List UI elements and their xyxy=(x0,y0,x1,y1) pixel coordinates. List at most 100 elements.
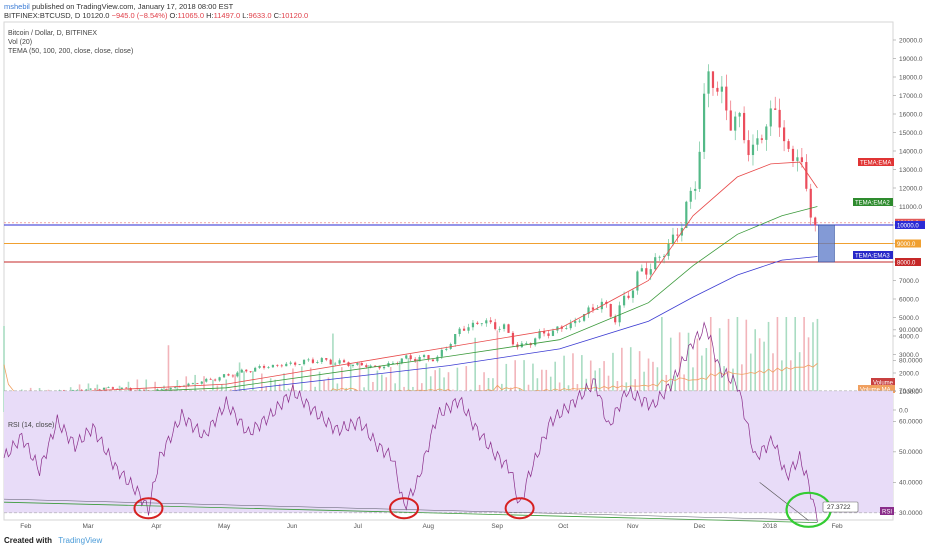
candle-body xyxy=(538,331,541,339)
volume-bar xyxy=(714,358,716,412)
rsi-support-line xyxy=(3,498,818,521)
x-tick-label: May xyxy=(218,523,231,530)
candle-body xyxy=(365,365,368,367)
price-tick-label: 15000.0 xyxy=(899,130,923,137)
quote-line: BITFINEX:BTCUSD, D 10120.0 −945.0 (−8.54… xyxy=(4,11,308,20)
candle-body xyxy=(174,386,177,388)
volume-bar xyxy=(389,366,392,412)
candle-body xyxy=(685,201,688,228)
candle-body xyxy=(405,355,408,359)
symbol-text: BITFINEX:BTCUSD, D xyxy=(4,11,81,20)
rsi-tick-label: 50.0000 xyxy=(899,449,923,456)
tag-10000-bg xyxy=(895,221,925,229)
candle-body xyxy=(254,367,257,372)
candle-body xyxy=(467,327,470,331)
volume-bar xyxy=(3,326,5,412)
tradingview-logo[interactable]: TradingView xyxy=(58,536,103,545)
candle-body xyxy=(760,138,763,140)
candle-body xyxy=(382,366,386,369)
candle-body xyxy=(649,269,652,275)
candle-body xyxy=(351,364,355,366)
volume-bar xyxy=(692,367,694,412)
candle-body xyxy=(329,359,332,365)
candle-body xyxy=(102,387,106,390)
candle-body xyxy=(325,358,328,360)
tag-8000-bg xyxy=(895,258,921,266)
rsi-tick-label: 60.0000 xyxy=(899,419,923,426)
candle-body xyxy=(658,256,661,258)
candle-body xyxy=(320,358,323,363)
candle-body xyxy=(227,374,230,376)
price-tick-label: 7000.0 xyxy=(899,278,919,285)
x-tick-label: 2018 xyxy=(763,523,778,530)
volume-bar xyxy=(669,337,672,412)
x-tick-label: Feb xyxy=(20,523,32,530)
open-label: O: xyxy=(169,11,178,20)
price-tick-label: 3000.0 xyxy=(899,352,919,359)
volume-bar xyxy=(292,368,294,412)
candle-body xyxy=(107,387,110,389)
main-pane xyxy=(3,21,894,420)
candle-body xyxy=(494,322,497,330)
candle-body xyxy=(662,255,666,257)
rsi-low-circle-2 xyxy=(389,497,420,520)
candle-body xyxy=(609,303,612,317)
candle-body xyxy=(507,324,510,333)
volume-bar xyxy=(425,363,428,412)
volume-bar xyxy=(416,358,419,412)
symbol-title: Bitcoin / Dollar, D, BITFINEX xyxy=(8,30,98,37)
candle-body xyxy=(569,323,572,329)
candle-body xyxy=(285,363,288,367)
published-text: published on TradingView.com, January 17… xyxy=(31,2,234,11)
price-tick-label: 18000.0 xyxy=(899,74,923,81)
candle-body xyxy=(747,140,750,156)
volume-bar xyxy=(532,363,534,412)
candle-body xyxy=(80,389,83,391)
candle-body xyxy=(582,314,586,321)
candle-body xyxy=(574,320,577,324)
close-value: 10120.0 xyxy=(281,11,309,20)
author-link[interactable]: mshebil xyxy=(4,2,30,11)
candle-body xyxy=(502,324,506,329)
volume-bar xyxy=(705,348,708,412)
volume-bar xyxy=(701,355,703,412)
price-tick-label: 14000.0 xyxy=(899,148,923,155)
candle-body xyxy=(645,268,648,275)
candle-body xyxy=(142,389,146,391)
candle-body xyxy=(476,322,479,325)
candle-body xyxy=(485,320,488,324)
change-text: −945.0 (−8.54%) xyxy=(111,11,168,20)
candle-body xyxy=(209,378,212,380)
price-tick-label: 5000.0 xyxy=(899,315,919,322)
candle-body xyxy=(138,389,141,391)
candle-body xyxy=(547,333,550,336)
candle-body xyxy=(774,108,777,110)
rsi-value-box xyxy=(822,501,859,513)
candle-body xyxy=(311,359,315,363)
candle-body xyxy=(654,257,657,270)
price-tick-label: 19000.0 xyxy=(899,56,923,63)
volume-bar xyxy=(758,338,761,412)
rsi-arrow-line xyxy=(759,482,809,521)
volume-bar xyxy=(621,347,623,412)
volume-bar xyxy=(638,351,641,412)
x-tick-label: Jul xyxy=(354,523,363,530)
candle-body xyxy=(542,331,546,334)
candle-body xyxy=(85,389,88,391)
candle-body xyxy=(445,348,448,350)
candle-body xyxy=(498,328,501,330)
volume-bar xyxy=(589,360,592,412)
rsi-trendline xyxy=(3,501,818,524)
candle-body xyxy=(160,388,163,390)
candle-body xyxy=(614,316,617,323)
candle-body xyxy=(400,358,403,364)
candle-body xyxy=(218,377,221,381)
candle-body xyxy=(156,389,159,392)
candle-body xyxy=(471,322,475,328)
candle-body xyxy=(240,369,243,373)
candle-body xyxy=(245,369,248,372)
last-price: 10120.0 xyxy=(82,11,110,20)
volume-bar xyxy=(723,366,725,412)
close-label: C: xyxy=(273,11,282,20)
